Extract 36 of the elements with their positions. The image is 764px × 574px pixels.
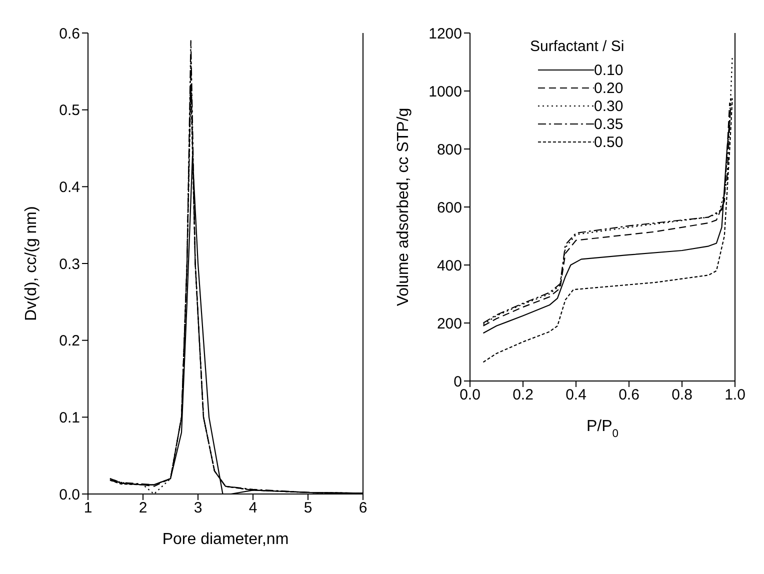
y-tick-label: 0.1	[59, 409, 80, 426]
legend-label: 0.10	[594, 62, 624, 78]
y-tick-label: 0.2	[59, 332, 80, 350]
legend-label: 0.20	[594, 80, 624, 96]
y-axis-title: Volume adsorbed, cc STP/g	[395, 108, 412, 306]
y-tick-label: 200	[436, 315, 462, 332]
x-tick-label: 6	[358, 500, 368, 517]
x-tick-label: 1.0	[724, 386, 746, 404]
y-tick-label: 1200	[428, 25, 462, 42]
x-tick-label: 5	[304, 500, 312, 517]
y-tick-label: 1000	[428, 83, 462, 100]
x-tick-label: 4	[248, 500, 258, 517]
y-tick-label: 0.3	[59, 256, 80, 273]
x-tick-label: 0.0	[460, 386, 480, 404]
y-axis-title: Dv(d), cc/(g nm)	[23, 206, 40, 321]
y-tick-label: 0	[454, 373, 462, 390]
x-axis-title: Pore diameter,nm	[162, 531, 289, 548]
y-tick-label: 0.6	[59, 25, 80, 42]
legend-label: 0.30	[594, 98, 624, 114]
x-tick-label: 0.4	[566, 386, 586, 404]
legend-label: 0.35	[594, 116, 624, 132]
x-axis-title: P/P$_{0}$	[586, 418, 619, 440]
y-tick-label: 0.4	[59, 178, 80, 196]
y-tick-label: 600	[436, 199, 462, 216]
y-tick-label: 400	[436, 257, 462, 274]
x-tick-label: 0.6	[618, 386, 640, 404]
x-tick-label: 3	[194, 500, 202, 517]
y-tick-label: 0.0	[59, 486, 80, 504]
legend-label: 0.50	[594, 134, 624, 150]
y-tick-label: 0.5	[59, 102, 80, 120]
x-tick-label: 0.8	[672, 386, 692, 404]
x-tick-label: 0.2	[512, 386, 534, 404]
x-tick-label: 1	[84, 500, 92, 517]
y-tick-label: 800	[436, 141, 462, 158]
x-tick-label: 2	[138, 500, 148, 517]
legend-title: Surfactant / Si	[530, 38, 624, 55]
